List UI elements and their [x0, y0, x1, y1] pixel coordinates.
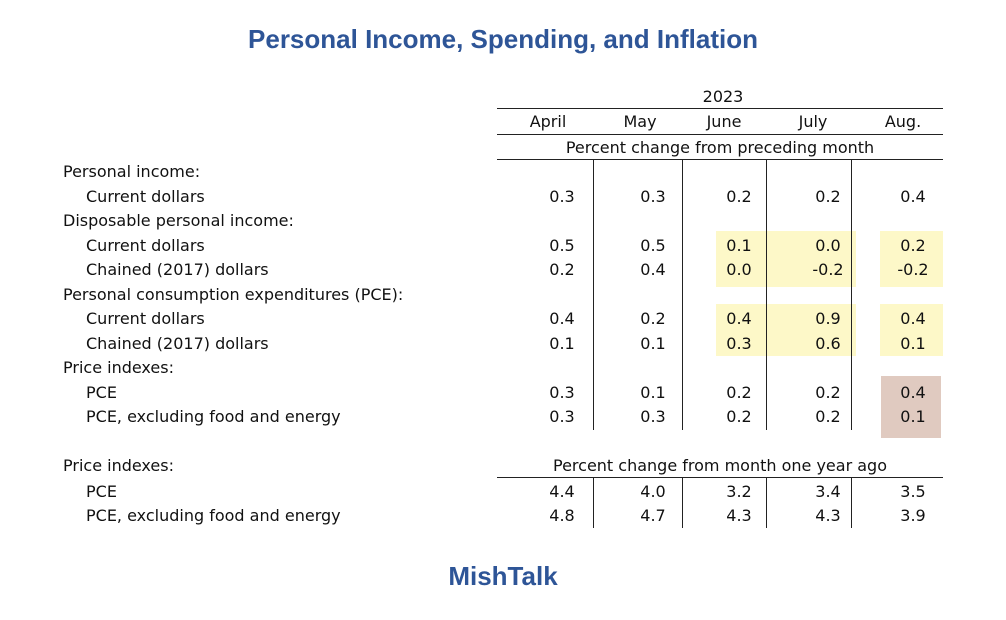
table-cell: 0.0 [726, 260, 752, 279]
table-cell: 4.3 [815, 506, 841, 525]
table-cell: 0.3 [640, 407, 666, 426]
section-header: Percent change from month one year ago [553, 456, 887, 475]
month-header: May [623, 112, 657, 131]
row-label: Current dollars [86, 309, 205, 328]
table-cell: 0.1 [726, 236, 752, 255]
column-separator [766, 160, 767, 430]
row-label: PCE, excluding food and energy [86, 506, 341, 525]
table-cell: 3.9 [900, 506, 926, 525]
column-separator [851, 160, 852, 430]
highlight-yellow-june-july [716, 304, 856, 356]
table-cell: 0.3 [640, 187, 666, 206]
section2-rule [497, 477, 943, 478]
highlight-yellow-aug [880, 304, 943, 356]
table-cell: 0.2 [815, 383, 841, 402]
table-cell: 0.4 [900, 309, 926, 328]
month-header: July [798, 112, 828, 131]
table-cell: 0.2 [640, 309, 666, 328]
table-cell: 4.0 [640, 482, 666, 501]
table-cell: 0.3 [726, 334, 752, 353]
month-header: Aug. [884, 112, 922, 131]
month-header: April [529, 112, 567, 131]
table-cell: 0.5 [640, 236, 666, 255]
row-label: Current dollars [86, 187, 205, 206]
row-label: Disposable personal income: [63, 211, 294, 230]
highlight-pink-aug [881, 376, 941, 438]
table-cell: 4.8 [549, 506, 575, 525]
table-cell: 0.2 [726, 187, 752, 206]
table-cell: 0.4 [726, 309, 752, 328]
row-label: Personal consumption expenditures (PCE): [63, 285, 404, 304]
header-rule-bottom [497, 159, 943, 160]
column-separator [593, 478, 594, 528]
row-label: PCE [86, 482, 117, 501]
table-cell: 0.6 [815, 334, 841, 353]
table-cell: 0.1 [900, 334, 926, 353]
row-label: PCE, excluding food and energy [86, 407, 341, 426]
column-separator [766, 478, 767, 528]
table-cell: 0.9 [815, 309, 841, 328]
table-cell: -0.2 [897, 260, 929, 279]
table-cell: 0.0 [815, 236, 841, 255]
column-separator [682, 478, 683, 528]
table-cell: 0.1 [640, 383, 666, 402]
table-cell: 0.3 [549, 407, 575, 426]
table-cell: 0.2 [726, 383, 752, 402]
table-cell: 4.3 [726, 506, 752, 525]
table-cell: 0.4 [549, 309, 575, 328]
row-label: Personal income: [63, 162, 201, 181]
row-label: PCE [86, 383, 117, 402]
column-separator [593, 160, 594, 430]
table-cell: 0.2 [726, 407, 752, 426]
table-cell: 0.4 [900, 187, 926, 206]
column-separator [851, 478, 852, 528]
brand-logo-text: MishTalk [448, 561, 558, 591]
table-cell: 3.4 [815, 482, 841, 501]
row-label: Price indexes: [63, 456, 174, 475]
table-cell: 0.4 [900, 383, 926, 402]
month-header: June [706, 112, 742, 131]
table-cell: -0.2 [812, 260, 844, 279]
table-cell: 0.2 [900, 236, 926, 255]
section-header: Percent change from preceding month [565, 138, 875, 157]
table-cell: 0.2 [549, 260, 575, 279]
table-cell: 0.4 [640, 260, 666, 279]
year-label: 2023 [702, 87, 744, 106]
table-cell: 4.7 [640, 506, 666, 525]
table-cell: 0.3 [549, 187, 575, 206]
page-title: Personal Income, Spending, and Inflation [248, 24, 758, 54]
column-separator [682, 160, 683, 430]
table-cell: 0.3 [549, 383, 575, 402]
table-cell: 0.2 [815, 187, 841, 206]
row-label: Chained (2017) dollars [86, 260, 269, 279]
header-rule-middle [497, 134, 943, 135]
row-label: Chained (2017) dollars [86, 334, 269, 353]
table-cell: 0.1 [640, 334, 666, 353]
highlight-yellow-june-july [716, 231, 856, 287]
row-label: Price indexes: [63, 358, 174, 377]
highlight-yellow-aug [880, 231, 943, 287]
table-cell: 3.5 [900, 482, 926, 501]
row-label: Current dollars [86, 236, 205, 255]
table-cell: 3.2 [726, 482, 752, 501]
table-cell: 0.1 [900, 407, 926, 426]
table-cell: 0.1 [549, 334, 575, 353]
header-rule-top [497, 108, 943, 109]
table-cell: 4.4 [549, 482, 575, 501]
table-cell: 0.2 [815, 407, 841, 426]
table-cell: 0.5 [549, 236, 575, 255]
